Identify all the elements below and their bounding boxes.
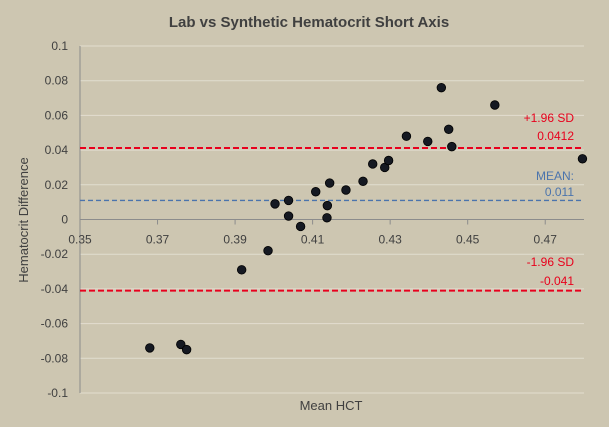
y-tick-label: 0.02 — [45, 178, 69, 192]
data-point — [324, 178, 335, 188]
x-tick-label: 0.45 — [456, 233, 480, 247]
data-point — [490, 100, 500, 110]
y-tick-label: -0.04 — [41, 282, 69, 296]
data-point — [322, 213, 332, 223]
tick-labels: 0.1 0.08 0.06 0.04 0.02 0 -0.02 -0.04 -0.06 -0.08… — [41, 39, 558, 400]
data-point — [236, 265, 247, 275]
x-tick-label: 0.35 — [68, 233, 92, 247]
y-tick-label: -0.06 — [41, 317, 69, 331]
data-point — [436, 82, 447, 93]
data-point — [283, 195, 294, 206]
y-axis-label: Hematocrit Difference — [16, 157, 31, 282]
y-tick-label: 0.06 — [45, 108, 69, 122]
y-tick-label: 0 — [61, 213, 68, 227]
data-point — [447, 141, 457, 152]
x-tick-label: 0.39 — [223, 233, 247, 247]
data-point — [181, 344, 192, 355]
y-tick-label: 0.04 — [45, 143, 69, 157]
x-tick-label: 0.41 — [301, 233, 325, 247]
x-tick-label: 0.43 — [378, 233, 402, 247]
data-point — [341, 185, 351, 195]
data-point — [145, 343, 155, 353]
y-tick-label: -0.1 — [47, 386, 68, 400]
data-point — [270, 199, 280, 209]
x-axis-label: Mean HCT — [300, 398, 363, 413]
annotation-upper-label: +1.96 SD — [524, 111, 575, 125]
y-tick-label: 0.08 — [45, 74, 69, 88]
axes — [79, 46, 584, 393]
annotations: +1.96 SD 0.0412 MEAN: 0.011 -1.96 SD -0.041 — [524, 111, 575, 288]
y-tick-label: -0.02 — [41, 247, 69, 261]
data-point — [322, 200, 333, 211]
data-points — [145, 82, 588, 355]
annotation-mean-label: MEAN: — [536, 169, 574, 183]
data-point — [368, 159, 378, 169]
data-point — [358, 176, 368, 187]
annotation-upper-value: 0.0412 — [537, 129, 574, 143]
chart-title: Lab vs Synthetic Hematocrit Short Axis — [169, 14, 449, 31]
annotation-lower-value: -0.041 — [540, 274, 574, 288]
data-point — [283, 211, 294, 221]
annotation-lower-label: -1.96 SD — [527, 255, 575, 269]
data-point — [176, 339, 186, 350]
x-tick-label: 0.47 — [534, 233, 558, 247]
data-point — [577, 154, 588, 164]
data-point — [311, 187, 321, 197]
y-tick-label: -0.08 — [41, 351, 69, 365]
data-point — [401, 131, 412, 141]
data-point — [295, 221, 306, 232]
reference-lines — [80, 147, 584, 292]
data-point — [383, 155, 394, 166]
x-tick-label: 0.37 — [146, 233, 170, 247]
data-point — [263, 246, 273, 256]
data-point — [443, 124, 454, 134]
annotation-mean-value: 0.011 — [545, 185, 574, 199]
data-point — [423, 136, 433, 147]
y-tick-label: 0.1 — [51, 39, 68, 53]
